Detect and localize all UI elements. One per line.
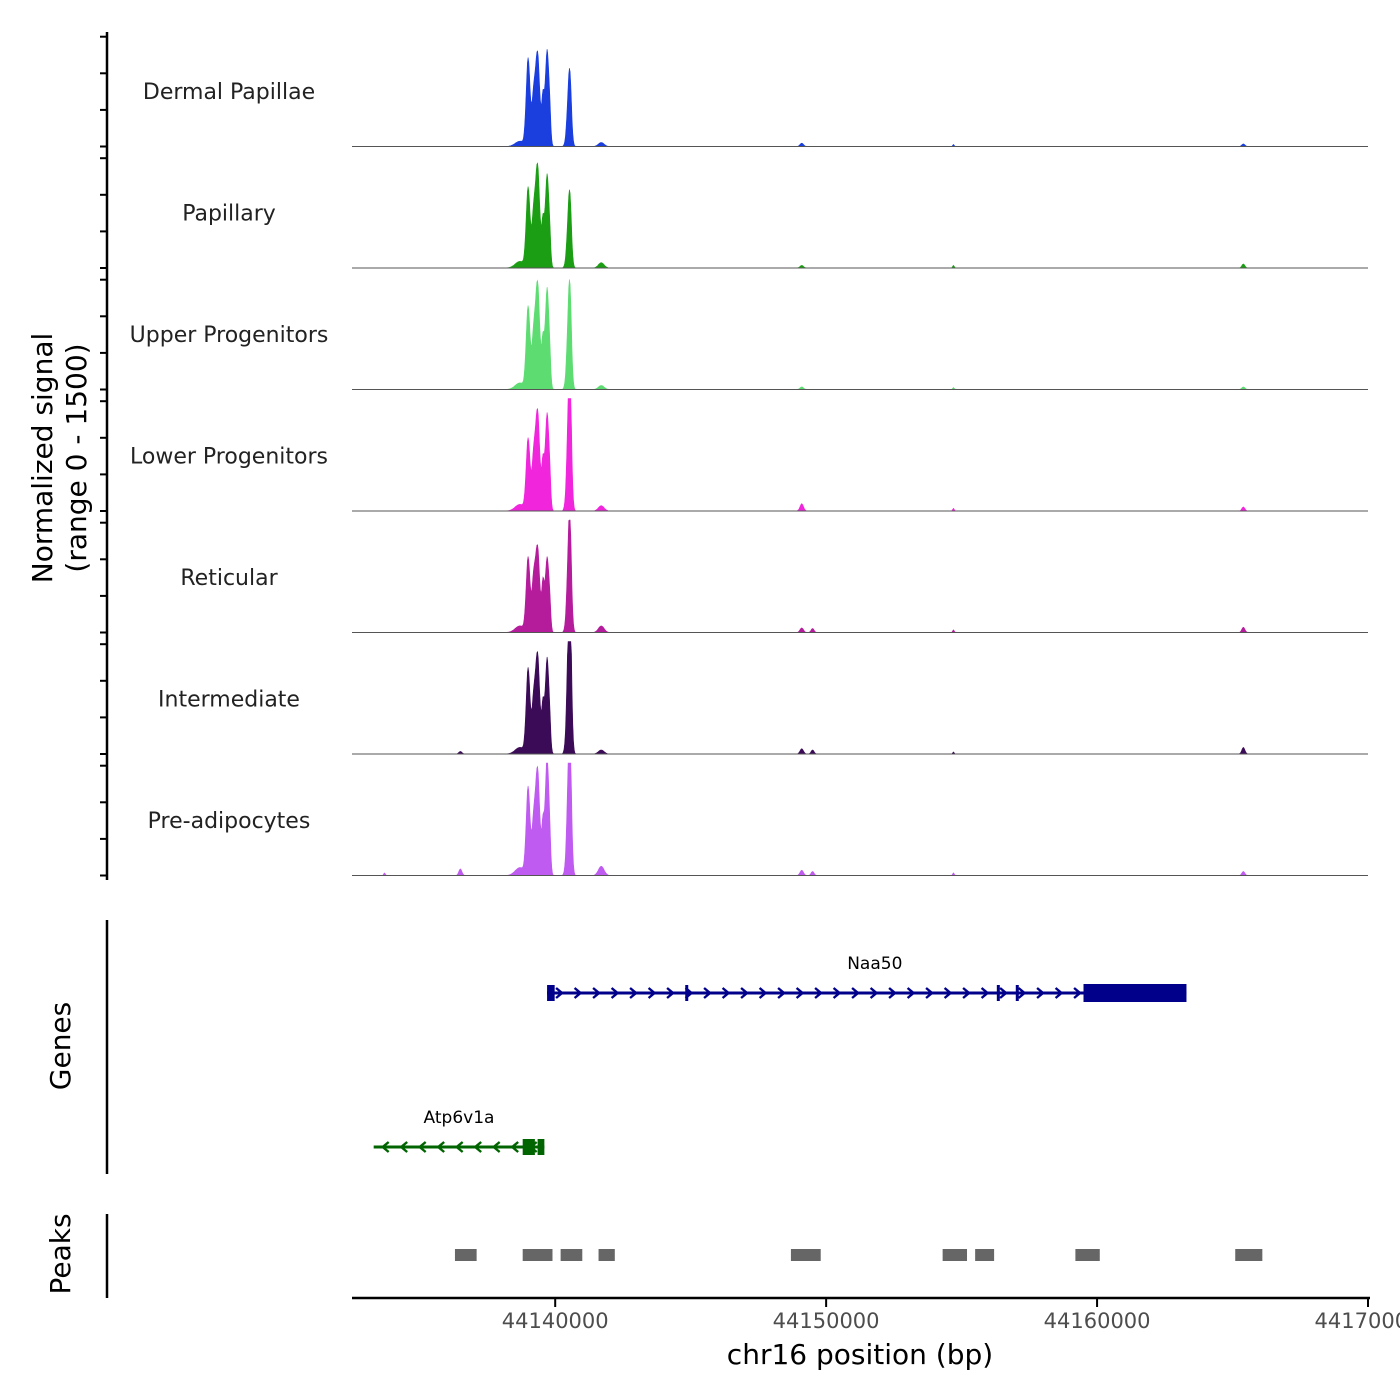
gene-atp6v1a: Atp6v1a [373,1108,545,1155]
track-label: Upper Progenitors [130,323,329,348]
strand-chevron [888,987,897,999]
strand-chevron [555,987,564,999]
strand-chevron [925,987,934,999]
strand-chevron [721,987,731,999]
strand-chevron [1036,987,1045,999]
strand-chevron [906,987,916,999]
coverage-area [352,641,1368,755]
strand-chevron [491,1141,501,1153]
strand-chevron [592,987,601,999]
x-tick-label: 44160000 [1044,1309,1151,1333]
coverage-area [352,519,1368,633]
strand-chevron [980,987,990,999]
strand-chevron [380,1141,390,1153]
peak-region [560,1249,583,1261]
track-upper-progenitors: Upper Progenitors [130,279,1368,390]
strand-chevron [573,987,583,999]
strand-chevron [610,987,620,999]
gene-exon [996,985,1000,1001]
y-axis-title-line1-text: Normalized signal [26,333,59,584]
strand-chevron [703,987,712,999]
strand-chevron [869,987,879,999]
peak-region [942,1249,968,1261]
gene-naa50: Naa50 [547,954,1187,1002]
gene-label: Naa50 [847,954,902,974]
peak-track [454,1249,1263,1261]
track-intermediate: Intermediate [158,641,1368,755]
track-papillary: Papillary [182,162,1368,269]
x-tick-label: 44140000 [502,1309,609,1333]
track-label: Lower Progenitors [130,445,328,470]
strand-chevron [943,987,953,999]
gene-cds [1083,984,1160,1002]
peak-region [522,1249,553,1261]
coverage-area [352,49,1368,147]
strand-chevron [510,1141,519,1153]
track-lower-progenitors: Lower Progenitors [130,398,1368,512]
y-axis [100,32,109,880]
track-dermal-papillae: Dermal Papillae [143,49,1368,147]
track-label: Intermediate [158,688,300,713]
coverage-area [352,398,1368,512]
track-label: Reticular [180,566,278,591]
strand-chevron [832,987,842,999]
track-label: Dermal Papillae [143,80,315,105]
strand-chevron [1017,987,1027,999]
peak-region [975,1249,995,1261]
strand-chevron [777,987,786,999]
peak-region [1075,1249,1100,1261]
coverage-area [352,279,1368,390]
peak-region [454,1249,477,1261]
coverage-tracks: Dermal Papillae Papillary Upper Progenitor… [130,49,1368,876]
gene-exon [537,1139,545,1155]
gene-label: Atp6v1a [424,1108,495,1128]
strand-chevron [647,987,657,999]
strand-chevron [666,987,675,999]
strand-chevron [740,987,749,999]
strand-chevron [454,1141,464,1153]
genes-track-label: Genes [44,1002,77,1090]
coverage-area [352,762,1368,876]
gene-exon [547,985,555,1001]
strand-chevron [417,1141,427,1153]
track-pre-adipocytes: Pre-adipocytes [148,762,1368,876]
x-axis-title: chr16 position (bp) [727,1338,993,1371]
coverage-area [352,162,1368,269]
strand-chevron [629,987,638,999]
peak-region [598,1249,615,1261]
strand-chevron [758,987,768,999]
y-axis-title-line2-text: (range 0 - 1500) [60,343,93,572]
gene-track: Naa50 Atp6v1a [373,954,1187,1155]
strand-chevron [1073,987,1082,999]
peaks-track-label: Peaks [44,1213,77,1294]
x-tick-label: 44170000 [1315,1309,1400,1333]
y-ticks [100,35,107,877]
peak-region [790,1249,821,1261]
strand-chevron [399,1141,408,1153]
gene-exon [522,1139,535,1155]
x-tick-label: 44150000 [773,1309,880,1333]
strand-chevron [473,1141,482,1153]
gene-exon [1015,985,1019,1001]
strand-chevron [1054,987,1064,999]
strand-chevron [851,987,860,999]
track-label: Pre-adipocytes [148,809,311,834]
strand-chevron [962,987,971,999]
track-reticular: Reticular [180,519,1368,633]
x-axis: 44140000 44150000 44160000 44170000 [352,1296,1400,1333]
x-ticks: 44140000 44150000 44160000 44170000 [502,1298,1400,1333]
gene-exon [685,985,689,1001]
strand-chevron [436,1141,445,1153]
strand-chevron [795,987,805,999]
peak-region [1235,1249,1263,1261]
strand-chevron [814,987,823,999]
track-label: Papillary [182,202,276,227]
strand-chevron [999,987,1008,999]
